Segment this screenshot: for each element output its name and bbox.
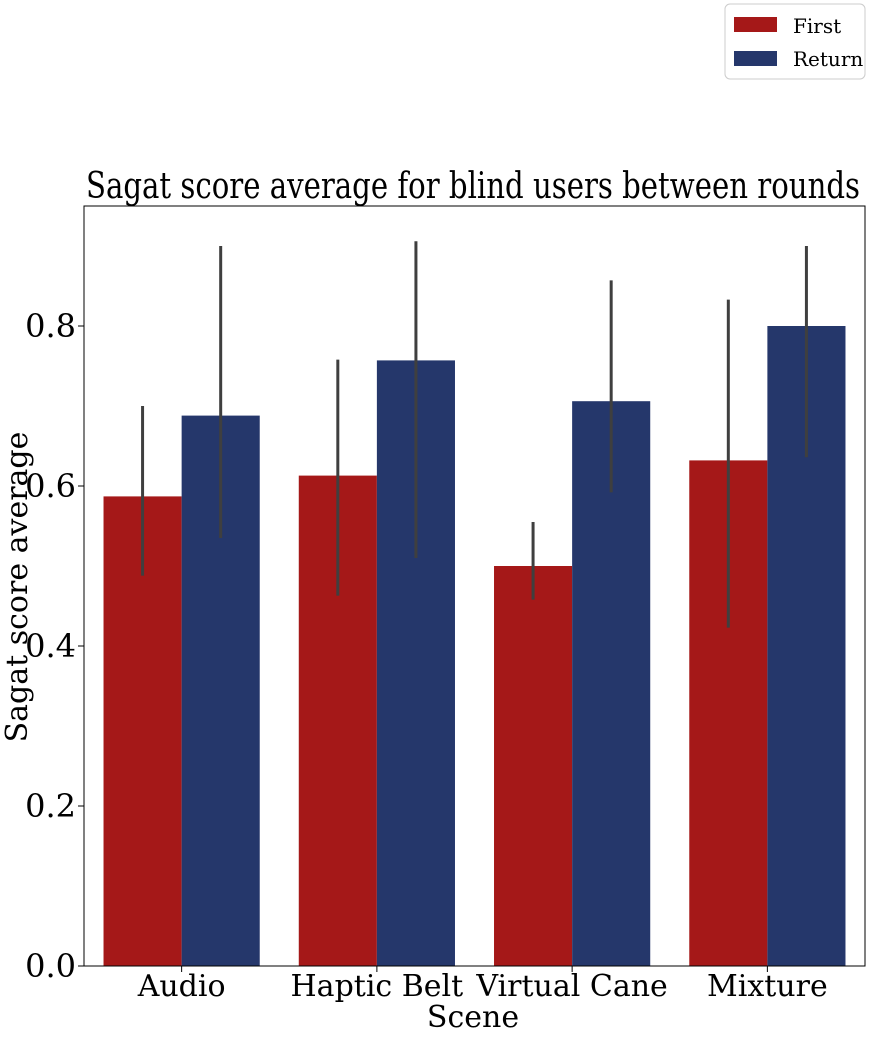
x-axis: Audio Haptic Belt Virtual Cane Mixture: [137, 966, 828, 1004]
bar-first-virtual-cane: [494, 566, 573, 966]
y-tick-label: 0.8: [25, 307, 76, 345]
error-bars-layer: [141, 241, 808, 628]
bars-layer: [103, 326, 846, 967]
x-tick-label: Audio: [137, 969, 226, 1004]
x-axis-title: Scene: [427, 1000, 519, 1035]
y-tick-label: 0.6: [25, 467, 76, 505]
bar-return-virtual-cane: [572, 401, 651, 966]
x-tick-label: Virtual Cane: [475, 969, 667, 1004]
plot-area-frame: [83, 205, 866, 967]
chart-title: Sagat score average for blind users betw…: [86, 166, 860, 207]
legend-label-first: First: [793, 14, 841, 38]
y-tick-label: 0.0: [25, 947, 76, 985]
legend-swatch-first: [734, 17, 777, 32]
y-tick-label: 0.2: [25, 787, 76, 825]
x-tick-label: Mixture: [707, 969, 828, 1004]
x-tick-label: Haptic Belt: [291, 969, 464, 1004]
legend-label-return: Return: [793, 47, 863, 71]
legend: First Return: [724, 3, 866, 80]
y-axis: 0.0 0.2 0.4 0.6 0.8: [25, 307, 84, 985]
y-axis-title: Sagat score average: [0, 432, 35, 743]
legend-swatch-return: [734, 51, 777, 66]
y-tick-label: 0.4: [25, 627, 76, 665]
